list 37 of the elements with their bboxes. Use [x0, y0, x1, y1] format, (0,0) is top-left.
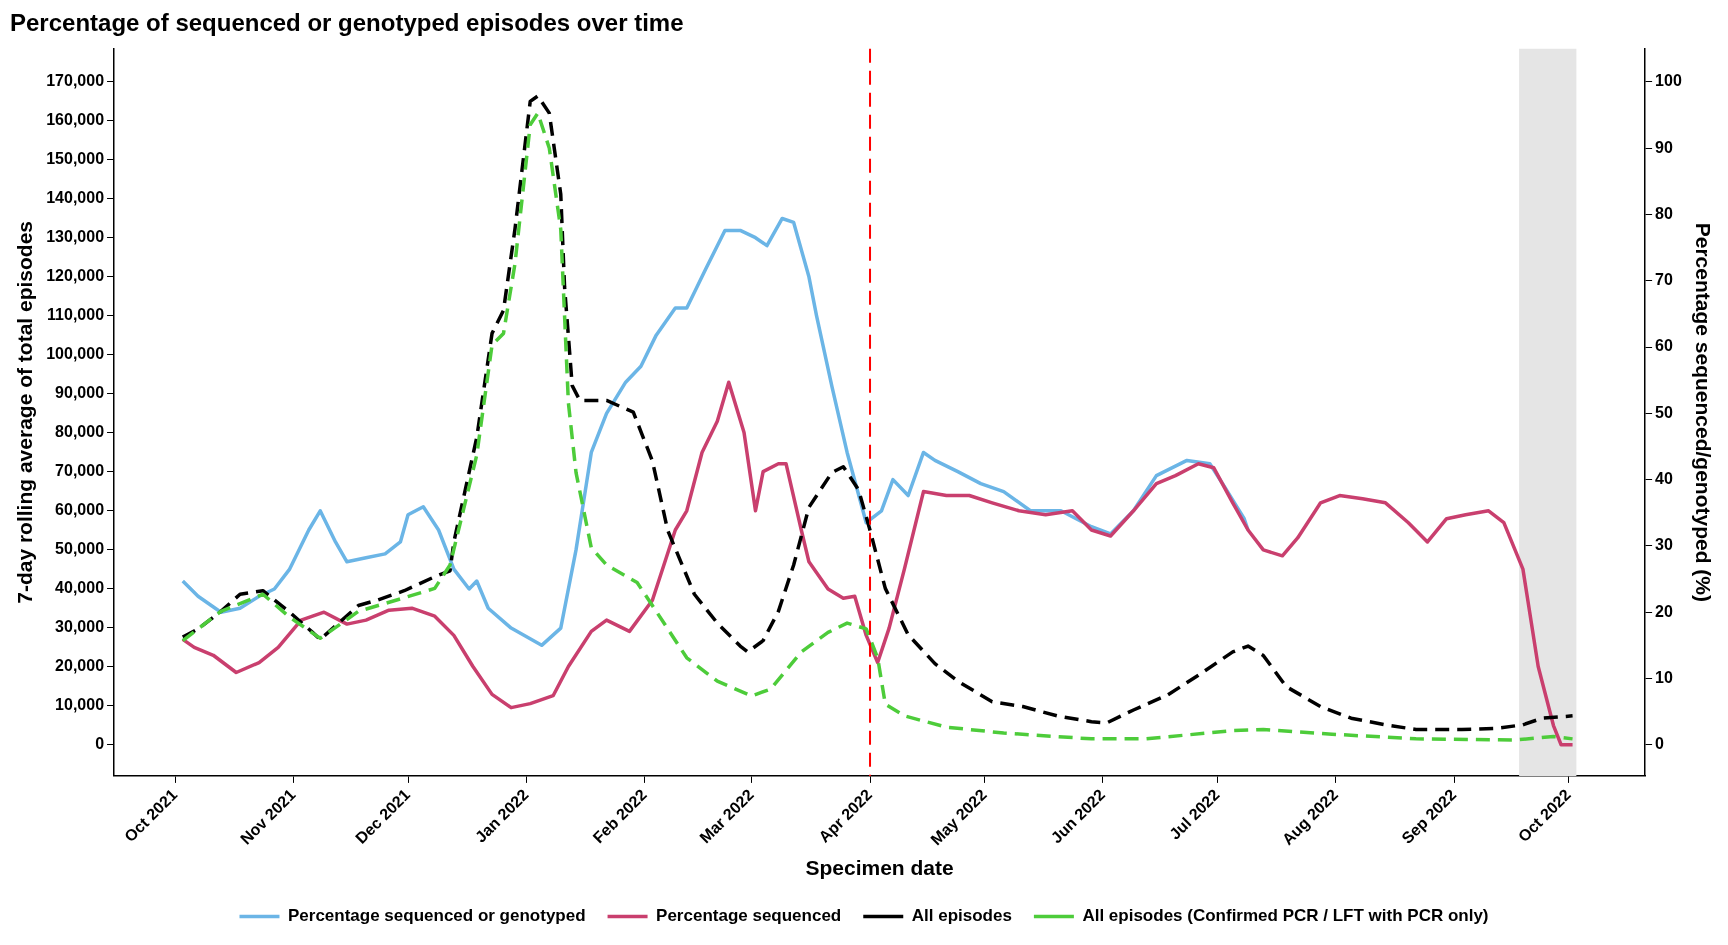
- y2-tick-label: 70: [1655, 271, 1673, 289]
- legend-label: Percentage sequenced or genotyped: [287, 906, 586, 926]
- y-tick-label: 40,000: [55, 579, 105, 597]
- y2-axis-title: Percentage sequenced/genotyped (%): [1691, 222, 1715, 602]
- y-tick-label: 70,000: [55, 462, 105, 480]
- y-tick-label: 0: [95, 735, 105, 753]
- y2-tick-label: 10: [1655, 668, 1673, 686]
- y-tick-label: 170,000: [46, 72, 105, 90]
- y-tick-label: 30,000: [55, 618, 105, 636]
- x-axis-title: Specimen date: [805, 856, 954, 880]
- y-tick-label: 110,000: [47, 306, 105, 324]
- y-tick-label: 150,000: [46, 150, 105, 168]
- y2-tick-label: 100: [1655, 72, 1682, 90]
- y-tick-label: 60,000: [55, 501, 105, 519]
- y-tick-label: 20,000: [55, 657, 105, 675]
- y-tick-label: 10,000: [55, 696, 105, 714]
- y-tick-label: 160,000: [46, 111, 105, 129]
- y-tick-label: 130,000: [46, 228, 105, 246]
- y2-tick-label: 90: [1655, 138, 1673, 156]
- y2-tick-label: 20: [1655, 602, 1673, 620]
- chart-title: Percentage of sequenced or genotyped episodes over time: [10, 9, 684, 37]
- y-tick-label: 90,000: [55, 384, 105, 402]
- y2-tick-label: 30: [1655, 536, 1673, 554]
- y-tick-label: 100,000: [46, 345, 105, 363]
- y-axis-title: 7-day rolling average of total episodes: [13, 220, 37, 604]
- y2-tick-label: 40: [1655, 470, 1673, 488]
- y-tick-label: 50,000: [55, 540, 105, 558]
- legend-label: All episodes (Confirmed PCR / LFT with PCR only): [1082, 906, 1489, 926]
- legend-label: All episodes: [911, 906, 1012, 926]
- y2-tick-label: 0: [1655, 735, 1665, 753]
- y2-tick-label: 80: [1655, 204, 1673, 222]
- y-tick-label: 140,000: [46, 189, 105, 207]
- legend-label: Percentage sequenced: [656, 906, 842, 926]
- y2-tick-label: 60: [1655, 337, 1673, 355]
- y-tick-label: 120,000: [46, 267, 105, 285]
- y2-tick-label: 50: [1655, 403, 1673, 421]
- y-tick-label: 80,000: [55, 423, 105, 441]
